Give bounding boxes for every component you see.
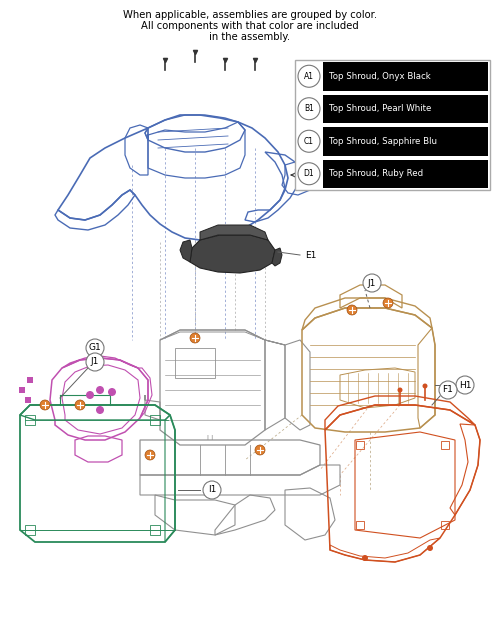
Text: Top Shroud, Onyx Black: Top Shroud, Onyx Black: [329, 72, 431, 81]
Circle shape: [203, 481, 221, 499]
Text: I1: I1: [208, 486, 216, 494]
Bar: [295, 60, 490, 190]
Bar: [25, 415, 35, 425]
Bar: [150, 415, 160, 425]
Circle shape: [439, 381, 457, 399]
Text: in the assembly.: in the assembly.: [210, 32, 290, 42]
Bar: [25, 525, 35, 535]
Circle shape: [255, 445, 265, 455]
Bar: [441, 521, 449, 529]
Bar: [323, 127, 488, 156]
Text: J1: J1: [368, 279, 376, 287]
Text: A1: A1: [304, 72, 314, 81]
Circle shape: [456, 376, 474, 394]
Text: C1: C1: [304, 137, 314, 146]
Bar: [356, 521, 364, 529]
Text: F1: F1: [442, 385, 454, 394]
Circle shape: [86, 353, 104, 371]
Circle shape: [427, 545, 433, 551]
Circle shape: [298, 130, 320, 153]
Bar: [323, 62, 488, 91]
Text: B1: B1: [304, 104, 314, 113]
Circle shape: [40, 400, 50, 410]
Circle shape: [86, 339, 104, 357]
Polygon shape: [180, 240, 192, 262]
Circle shape: [398, 387, 402, 392]
Text: Top Shroud, Sapphire Blu: Top Shroud, Sapphire Blu: [329, 137, 437, 146]
Circle shape: [362, 555, 368, 561]
Bar: [323, 94, 488, 123]
Circle shape: [298, 65, 320, 87]
Circle shape: [75, 400, 85, 410]
Circle shape: [363, 274, 381, 292]
Bar: [150, 525, 160, 535]
Circle shape: [383, 298, 393, 308]
Bar: [25, 397, 31, 403]
Circle shape: [347, 305, 357, 315]
Circle shape: [96, 406, 104, 414]
Text: I I: I I: [207, 435, 213, 441]
Text: H1: H1: [459, 380, 471, 389]
Circle shape: [422, 384, 428, 389]
Polygon shape: [190, 235, 275, 273]
Bar: [175, 348, 215, 378]
Circle shape: [86, 391, 94, 399]
Text: When applicable, assemblies are grouped by color.: When applicable, assemblies are grouped …: [123, 10, 377, 20]
Polygon shape: [272, 248, 282, 266]
Bar: [27, 377, 33, 383]
Circle shape: [145, 450, 155, 460]
Circle shape: [96, 386, 104, 394]
Circle shape: [108, 388, 116, 396]
Text: D1: D1: [304, 169, 314, 179]
Bar: [323, 160, 488, 188]
Polygon shape: [200, 225, 268, 240]
Text: All components with that color are included: All components with that color are inclu…: [141, 21, 359, 31]
Text: E1: E1: [305, 251, 316, 260]
Text: Top Shroud, Ruby Red: Top Shroud, Ruby Red: [329, 169, 423, 179]
Bar: [19, 387, 25, 393]
Circle shape: [190, 333, 200, 343]
Text: Top Shroud, Pearl White: Top Shroud, Pearl White: [329, 104, 432, 113]
Bar: [356, 441, 364, 449]
Text: J1: J1: [91, 358, 99, 367]
Circle shape: [298, 163, 320, 185]
Text: G1: G1: [88, 344, 102, 353]
Circle shape: [298, 97, 320, 120]
Bar: [441, 441, 449, 449]
